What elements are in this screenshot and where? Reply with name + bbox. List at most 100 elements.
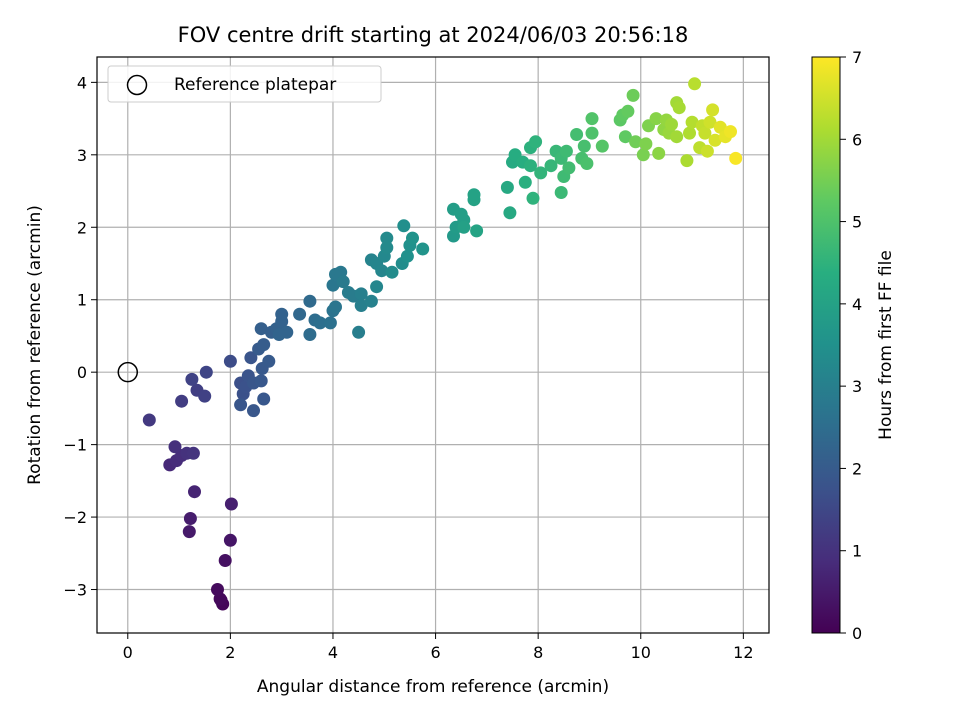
y-tick-label: 4 [77, 73, 87, 92]
data-point [303, 328, 317, 341]
data-point [467, 188, 481, 202]
data-point [183, 512, 197, 525]
data-point [313, 316, 327, 330]
data-point [326, 278, 340, 292]
data-point [352, 325, 366, 339]
data-point [562, 161, 576, 175]
x-tick-label: 2 [225, 643, 235, 662]
data-point [244, 351, 258, 365]
data-point [680, 154, 694, 168]
data-point [354, 287, 368, 301]
data-point [257, 392, 271, 406]
data-point [223, 354, 237, 368]
data-point [500, 180, 514, 194]
colorbar-tick-label: 5 [852, 213, 862, 232]
data-point [275, 307, 289, 321]
colorbar: 0 1 2 3 4 5 6 7 Hours from first FF file [811, 48, 896, 643]
data-point [665, 117, 678, 131]
legend-entry-label: Reference platepar [174, 75, 336, 95]
data-point [354, 299, 368, 312]
colorbar-gradient [811, 56, 841, 634]
data-point [698, 126, 712, 140]
data-point [629, 135, 643, 149]
colorbar-tick-label: 4 [852, 295, 862, 314]
data-point [218, 554, 232, 567]
data-point [670, 130, 684, 144]
data-point [529, 135, 543, 149]
data-point [518, 175, 532, 189]
colorbar-ticks: 0 1 2 3 4 5 6 7 [840, 48, 862, 643]
x-tick-label: 6 [430, 643, 440, 662]
x-tick-label: 0 [123, 643, 133, 662]
data-point [470, 224, 484, 238]
data-point [534, 166, 548, 180]
data-point [580, 157, 594, 170]
data-point [224, 497, 238, 511]
colorbar-tick-label: 6 [852, 130, 862, 149]
data-point [254, 374, 268, 388]
data-point [262, 354, 276, 368]
colorbar-tick-label: 7 [852, 48, 862, 67]
y-axis-label: Rotation from reference (arcmin) [25, 205, 45, 485]
data-point [272, 328, 286, 341]
y-tick-label: −2 [63, 508, 87, 527]
x-axis: 0 2 4 6 8 10 12 [123, 633, 754, 662]
data-point [729, 151, 743, 165]
data-point [375, 264, 389, 278]
x-tick-label: 10 [631, 643, 651, 662]
y-axis: −3 −2 −1 0 1 2 3 4 [63, 73, 97, 600]
x-tick-label: 8 [533, 643, 543, 662]
data-point [703, 115, 717, 129]
plot-frame [96, 56, 770, 634]
data-point [503, 206, 517, 220]
data-point [223, 533, 237, 547]
data-point [293, 307, 307, 321]
data-point [186, 446, 200, 460]
data-point [685, 115, 699, 129]
data-point [688, 77, 702, 91]
data-point [257, 338, 271, 352]
colorbar-label: Hours from first FF file [876, 250, 896, 440]
data-point [185, 372, 199, 386]
colorbar-tick-label: 0 [852, 624, 862, 643]
data-point [652, 146, 666, 160]
data-point [554, 186, 568, 199]
data-point [234, 398, 248, 412]
data-point [577, 139, 591, 153]
x-tick-label: 12 [733, 643, 753, 662]
y-tick-label: 2 [77, 218, 87, 237]
data-point [198, 389, 212, 403]
data-point [247, 404, 260, 418]
x-tick-label: 4 [328, 643, 338, 662]
data-point [168, 440, 182, 454]
y-tick-label: 1 [77, 291, 87, 310]
data-point [336, 275, 350, 289]
data-point [380, 231, 394, 245]
grid [97, 57, 769, 633]
data-point [370, 280, 384, 294]
data-point [329, 300, 342, 314]
data-point [706, 103, 720, 117]
data-point [639, 137, 653, 151]
data-point [570, 128, 584, 141]
colorbar-tick-label: 1 [852, 542, 862, 561]
data-point [400, 249, 414, 263]
data-point [621, 104, 635, 118]
data-point [595, 139, 609, 153]
data-point [585, 112, 599, 126]
data-point [364, 294, 378, 308]
data-point [636, 148, 650, 162]
data-point [700, 144, 714, 158]
data-point [724, 125, 737, 139]
y-tick-label: 0 [77, 363, 87, 382]
data-points [142, 77, 743, 611]
colorbar-tick-label: 2 [852, 459, 862, 478]
data-point [142, 413, 156, 427]
reference-platepar-marker [117, 361, 139, 383]
data-point [199, 365, 213, 379]
data-point [708, 133, 722, 147]
chart-title: FOV centre drift starting at 2024/06/03 … [178, 23, 689, 47]
data-point [303, 294, 317, 308]
legend-box [107, 65, 382, 103]
data-point [585, 126, 599, 140]
